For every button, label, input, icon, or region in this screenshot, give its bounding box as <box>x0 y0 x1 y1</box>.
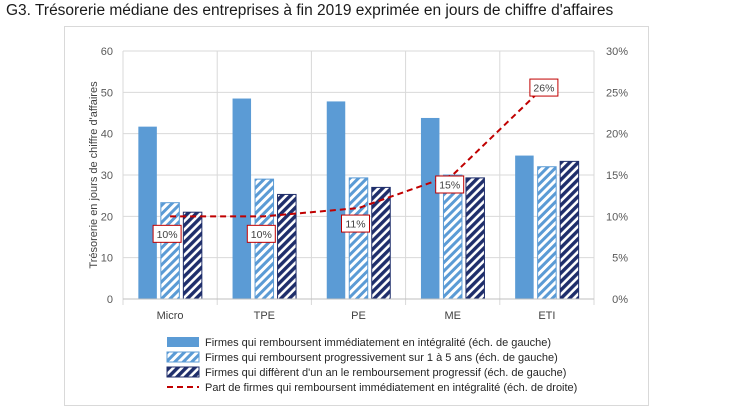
data-label-box <box>152 224 182 243</box>
y-tick-label: 10 <box>101 253 113 265</box>
y-axis-label: Trésorerie en jours de chiffre d'affaire… <box>88 81 100 269</box>
chart-title: G3. Trésorerie médiane des entreprises à… <box>6 2 614 19</box>
bar <box>515 155 534 299</box>
line-series <box>170 83 548 218</box>
bar <box>465 177 485 300</box>
bar <box>559 160 580 300</box>
data-label-box <box>529 78 559 97</box>
y2-tick-label: 30% <box>606 46 628 58</box>
y-tick-label: 0 <box>107 294 113 306</box>
legend-label: Part de firmes qui remboursent immédiate… <box>205 382 577 394</box>
y-tick-label: 20 <box>101 211 113 223</box>
y-tick-label: 30 <box>101 170 113 182</box>
y2-tick-label: 10% <box>606 211 628 223</box>
data-label: 26% <box>533 83 554 95</box>
bar <box>232 98 252 300</box>
x-tick-label: ETI <box>538 310 555 322</box>
axes: 0 10 20 30 40 50 60 0% 5% 10% 15% 20% 25% 30% Micro TPE… <box>101 46 628 322</box>
x-tick-label: Micro <box>157 310 184 322</box>
legend-label: Firmes qui remboursent immédiatement en … <box>205 337 551 349</box>
bar <box>371 186 391 300</box>
bar <box>348 177 369 300</box>
y-tick-label: 50 <box>101 87 113 99</box>
data-label-box <box>341 214 370 233</box>
bar <box>420 117 440 300</box>
bar <box>182 211 203 300</box>
x-tick-label: TPE <box>254 310 275 322</box>
legend-swatch <box>166 351 200 363</box>
data-label-box <box>435 175 465 194</box>
legend-label: Firmes qui remboursent progressivement s… <box>205 352 558 364</box>
data-label: 15% <box>439 180 460 192</box>
bars <box>138 98 580 300</box>
y2-tick-label: 15% <box>606 170 628 182</box>
data-label-box <box>246 224 276 243</box>
y2-tick-label: 25% <box>606 87 628 99</box>
y2-tick-label: 20% <box>606 129 628 141</box>
y2-tick-label: 0% <box>612 294 628 306</box>
x-tick-label: PE <box>351 310 366 322</box>
legend-swatch <box>166 366 200 378</box>
bar <box>442 174 463 300</box>
legend: Firmes qui remboursent immédiatement en … <box>166 337 577 394</box>
data-label: 10% <box>251 229 272 241</box>
data-label: 11% <box>345 219 365 231</box>
bar <box>326 101 346 299</box>
y2-tick-label: 5% <box>612 253 628 265</box>
bar <box>277 193 297 300</box>
x-tick-label: ME <box>444 310 461 322</box>
bar <box>537 166 557 300</box>
legend-label: Firmes qui diffèrent d'un an le rembours… <box>205 367 566 379</box>
legend-swatch <box>167 337 199 347</box>
share-line: 10% 10% 11% 15% 26% <box>152 78 559 243</box>
y-tick-label: 60 <box>101 46 113 58</box>
bar <box>138 126 157 299</box>
y-tick-label: 40 <box>101 129 113 141</box>
data-label: 10% <box>157 229 178 241</box>
chart-frame <box>64 26 649 406</box>
